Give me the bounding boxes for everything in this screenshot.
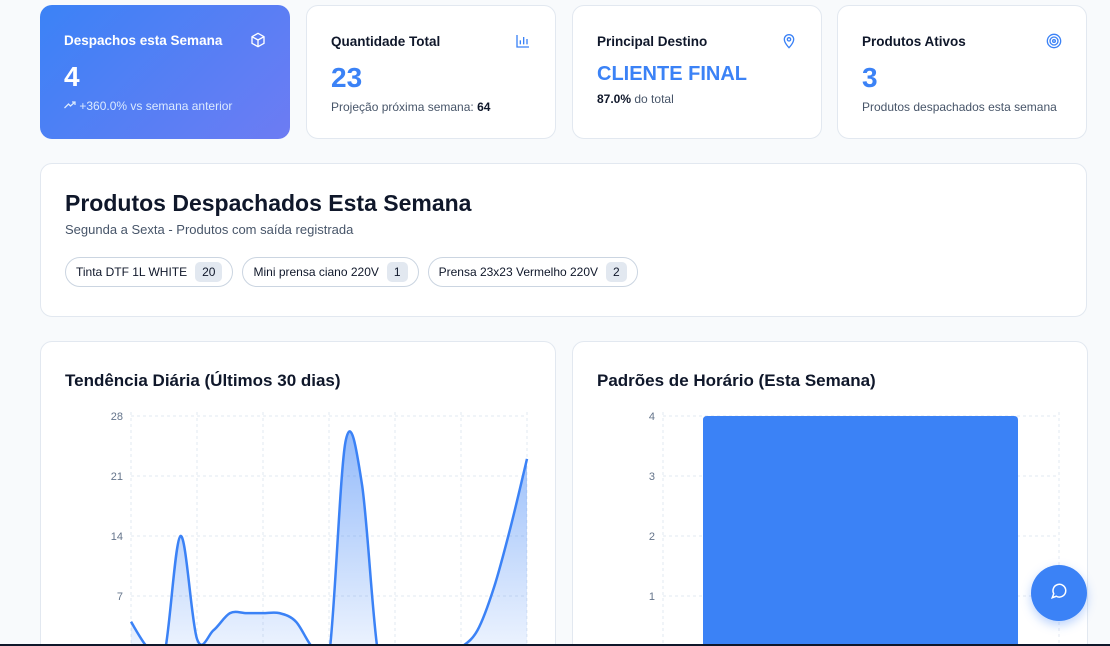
y-tick-label: 1 [649, 591, 655, 603]
stat-card-total-quantity: Quantidade Total 23 Projeção próxima sem… [306, 5, 556, 139]
stat-title: Despachos esta Semana [64, 32, 223, 48]
stat-title: Quantidade Total [331, 33, 441, 49]
product-count: 1 [386, 262, 408, 282]
product-name: Mini prensa ciano 220V [253, 265, 379, 279]
section-subtitle: Segunda a Sexta - Produtos com saída reg… [65, 222, 354, 237]
y-tick-label: 3 [649, 471, 655, 483]
stat-sub-label: Projeção próxima semana: [331, 100, 474, 114]
hourly-pattern-card: Padrões de Horário (Esta Semana) 4 3 2 1 [572, 341, 1088, 646]
stat-sub-label: do total [634, 92, 674, 106]
y-tick-label: 14 [111, 531, 123, 543]
bar-chart-icon [515, 33, 531, 49]
products-dispatched-card: Produtos Despachados Esta Semana Segunda… [40, 163, 1087, 317]
y-tick-label: 21 [111, 471, 123, 483]
product-chip[interactable]: Mini prensa ciano 220V 1 [242, 257, 419, 287]
daily-trend-card: Tendência Diária (Últimos 30 dias) 28 21 1… [40, 341, 556, 646]
stat-projection: Projeção próxima semana: 64 [331, 100, 531, 114]
stat-sub-text: +360.0% vs semana anterior [79, 99, 233, 113]
daily-trend-chart: 28 21 14 7 [111, 411, 529, 646]
stat-sub-value: 64 [477, 100, 491, 114]
window-bottom-edge [0, 644, 1110, 646]
map-pin-icon [781, 33, 797, 49]
hour-bar [703, 416, 1018, 646]
chat-icon [1050, 582, 1068, 605]
stat-trend: +360.0% vs semana anterior [64, 99, 266, 113]
stat-title: Principal Destino [597, 33, 708, 49]
product-name: Prensa 23x23 Vermelho 220V [438, 265, 599, 279]
stat-sub-text: Produtos despachados esta semana [862, 100, 1057, 114]
y-tick-label: 7 [117, 591, 123, 603]
stat-card-active-products: Produtos Ativos 3 Produtos despachados e… [837, 5, 1087, 139]
stat-share: 87.0% do total [597, 92, 797, 106]
stat-sub-value: 87.0% [597, 92, 632, 106]
trend-up-icon [64, 99, 79, 113]
y-tick-label: 28 [111, 411, 123, 423]
stat-value: 23 [331, 62, 363, 93]
stat-card-main-destination: Principal Destino CLIENTE FINAL 87.0% do… [572, 5, 822, 139]
chat-button[interactable] [1031, 565, 1087, 621]
box-icon [250, 32, 266, 48]
stat-title: Produtos Ativos [862, 33, 966, 49]
y-tick-label: 4 [649, 411, 655, 423]
stat-value: 4 [64, 61, 80, 92]
target-icon [1046, 33, 1062, 49]
trend-line [129, 430, 529, 646]
stat-card-dispatches: Despachos esta Semana 4 +360.0% vs seman… [40, 5, 290, 139]
product-chip[interactable]: Tinta DTF 1L WHITE 20 [65, 257, 234, 287]
chart-title: Padrões de Horário (Esta Semana) [597, 371, 876, 390]
product-count: 2 [606, 262, 627, 282]
product-chip[interactable]: Prensa 23x23 Vermelho 220V 2 [427, 257, 638, 287]
trend-area [131, 431, 527, 646]
chart-title: Tendência Diária (Últimos 30 dias) [65, 371, 341, 390]
hourly-pattern-chart: 4 3 2 1 [649, 411, 1060, 646]
stat-value: CLIENTE FINAL [597, 63, 747, 85]
product-chips: Tinta DTF 1L WHITE 20 Mini prensa ciano … [65, 257, 1062, 287]
product-name: Tinta DTF 1L WHITE [76, 265, 188, 279]
product-count: 20 [195, 262, 223, 282]
stat-value: 3 [862, 62, 878, 93]
y-tick-label: 2 [649, 531, 655, 543]
section-title: Produtos Despachados Esta Semana [65, 190, 472, 216]
